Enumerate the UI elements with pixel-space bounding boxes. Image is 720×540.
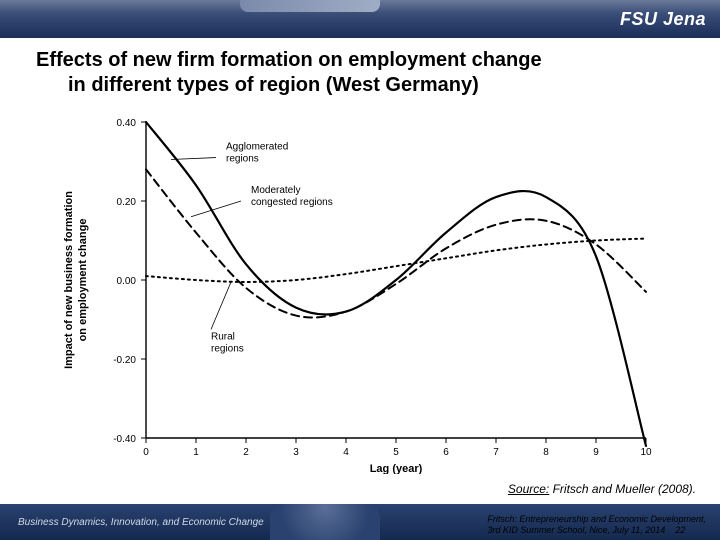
svg-text:0.20: 0.20 [117, 197, 137, 208]
svg-text:0: 0 [143, 447, 149, 458]
svg-text:7: 7 [493, 447, 499, 458]
svg-text:0.00: 0.00 [117, 276, 137, 287]
svg-text:2: 2 [243, 447, 249, 458]
footer-ornament [270, 504, 380, 540]
line-chart: -0.40 -0.20 0.00 0.20 0.40 0 1 2 3 4 5 6 7 8 9 10 Lag (y… [50, 104, 670, 474]
title-line1: Effects of new firm formation on employm… [36, 48, 684, 73]
svg-text:on employment change: on employment change [77, 219, 89, 342]
svg-text:3: 3 [293, 447, 299, 458]
svg-text:regions: regions [226, 154, 259, 165]
title-block: Effects of new firm formation on employm… [0, 38, 720, 104]
svg-text:6: 6 [443, 447, 449, 458]
page-number: 22 [675, 525, 685, 535]
source-citation: Source: Fritsch and Mueller (2008). [508, 482, 696, 496]
svg-text:1: 1 [193, 447, 199, 458]
svg-text:10: 10 [640, 447, 652, 458]
footer-right-line1: Fritsch: Entrepreneurship and Economic D… [487, 514, 706, 525]
svg-text:Moderately: Moderately [251, 185, 300, 196]
svg-text:congested regions: congested regions [251, 197, 333, 208]
svg-text:-0.20: -0.20 [113, 355, 136, 366]
svg-text:regions: regions [211, 343, 244, 354]
svg-text:-0.40: -0.40 [113, 434, 136, 445]
svg-text:Lag (year): Lag (year) [370, 463, 423, 474]
footer-right-line2: 3rd KID Summer School, Nice, July 11, 20… [487, 525, 665, 535]
header-banner: FSU Jena [0, 0, 720, 38]
chart-container: -0.40 -0.20 0.00 0.20 0.40 0 1 2 3 4 5 6 7 8 9 10 Lag (y… [50, 104, 670, 474]
source-text: Fritsch and Mueller (2008). [549, 482, 696, 496]
svg-text:Agglomerated: Agglomerated [226, 142, 288, 153]
svg-text:Impact of new business formati: Impact of new business formation [63, 191, 75, 369]
svg-text:Rural: Rural [211, 331, 235, 342]
svg-text:5: 5 [393, 447, 399, 458]
svg-text:0.40: 0.40 [117, 118, 137, 129]
footer-left-text: Business Dynamics, Innovation, and Econo… [0, 517, 264, 528]
svg-text:9: 9 [593, 447, 599, 458]
header-accent [240, 0, 380, 12]
source-label: Source: [508, 482, 549, 496]
svg-text:4: 4 [343, 447, 349, 458]
header-brand: FSU Jena [620, 9, 706, 30]
svg-text:8: 8 [543, 447, 549, 458]
footer-right-citation: Fritsch: Entrepreneurship and Economic D… [487, 514, 706, 536]
title-line2: in different types of region (West Germa… [36, 73, 684, 98]
